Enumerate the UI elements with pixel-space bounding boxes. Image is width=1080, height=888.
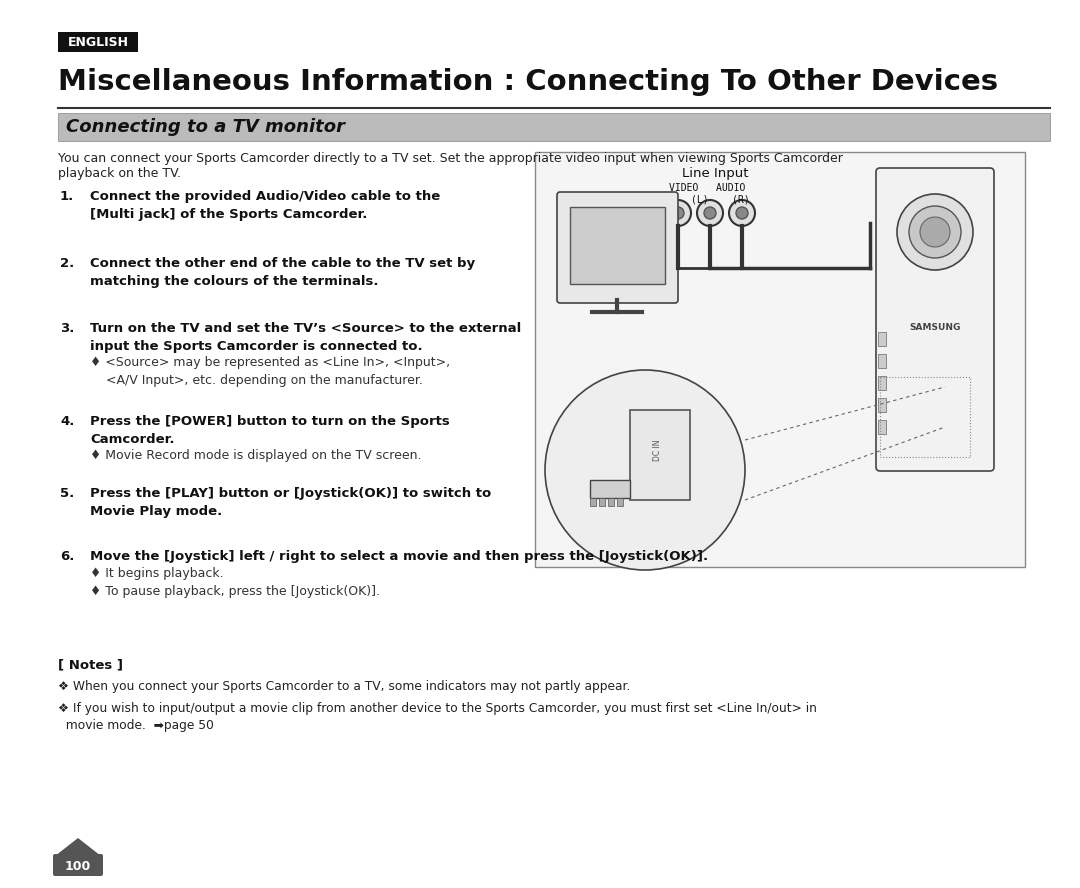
Bar <box>608 498 615 506</box>
Text: Connecting to a TV monitor: Connecting to a TV monitor <box>66 118 345 136</box>
Bar <box>630 410 690 500</box>
Text: 100: 100 <box>65 860 91 873</box>
Text: 5.: 5. <box>60 487 75 500</box>
FancyArrow shape <box>55 838 102 874</box>
Text: ENGLISH: ENGLISH <box>67 36 129 49</box>
Text: Turn on the TV and set the TV’s <Source> to the external
input the Sports Camcor: Turn on the TV and set the TV’s <Source>… <box>90 322 522 353</box>
Text: 1.: 1. <box>60 190 75 203</box>
Text: 6.: 6. <box>60 550 75 563</box>
Bar <box>880 377 970 457</box>
Bar <box>878 420 886 434</box>
Circle shape <box>665 200 691 226</box>
Text: [ Notes ]: [ Notes ] <box>58 658 123 671</box>
Circle shape <box>920 217 950 247</box>
Circle shape <box>729 200 755 226</box>
Circle shape <box>735 207 748 219</box>
Text: 4.: 4. <box>60 415 75 428</box>
Text: DC IN: DC IN <box>652 440 661 461</box>
Bar <box>570 207 665 284</box>
Text: Move the [Joystick] left / right to select a movie and then press the [Joystick(: Move the [Joystick] left / right to sele… <box>90 550 708 563</box>
Bar <box>590 480 630 498</box>
Bar <box>599 498 605 506</box>
Text: ❖ When you connect your Sports Camcorder to a TV, some indicators may not partly: ❖ When you connect your Sports Camcorder… <box>58 680 631 693</box>
FancyBboxPatch shape <box>557 192 678 303</box>
Bar <box>878 376 886 390</box>
Text: ❖ If you wish to input/output a movie clip from another device to the Sports Cam: ❖ If you wish to input/output a movie cl… <box>58 702 816 732</box>
Circle shape <box>897 194 973 270</box>
Text: ♦ <Source> may be represented as <Line In>, <Input>,
    <A/V Input>, etc. depen: ♦ <Source> may be represented as <Line I… <box>90 356 450 387</box>
Circle shape <box>909 206 961 258</box>
Circle shape <box>697 200 723 226</box>
Text: Press the [POWER] button to turn on the Sports
Camcorder.: Press the [POWER] button to turn on the … <box>90 415 449 446</box>
Circle shape <box>672 207 684 219</box>
Text: playback on the TV.: playback on the TV. <box>58 167 181 180</box>
Circle shape <box>545 370 745 570</box>
Text: 2.: 2. <box>60 257 75 270</box>
Bar <box>58 113 1050 141</box>
Text: ♦ Movie Record mode is displayed on the TV screen.: ♦ Movie Record mode is displayed on the … <box>90 449 421 462</box>
Text: Connect the provided Audio/Video cable to the
[Multi jack] of the Sports Camcord: Connect the provided Audio/Video cable t… <box>90 190 441 221</box>
Bar <box>58 32 138 52</box>
Text: Line Input: Line Input <box>681 167 748 180</box>
FancyBboxPatch shape <box>53 854 103 876</box>
Text: VIDEO   AUDIO: VIDEO AUDIO <box>669 183 745 193</box>
Text: ♦ It begins playback.
♦ To pause playback, press the [Joystick(OK)].: ♦ It begins playback. ♦ To pause playbac… <box>90 567 380 598</box>
Text: You can connect your Sports Camcorder directly to a TV set. Set the appropriate : You can connect your Sports Camcorder di… <box>58 152 842 165</box>
Text: SAMSUNG: SAMSUNG <box>909 322 961 331</box>
Bar <box>878 354 886 368</box>
Circle shape <box>704 207 716 219</box>
Text: Miscellaneous Information : Connecting To Other Devices: Miscellaneous Information : Connecting T… <box>58 68 998 96</box>
Text: Press the [PLAY] button or [Joystick(OK)] to switch to
Movie Play mode.: Press the [PLAY] button or [Joystick(OK)… <box>90 487 491 518</box>
Text: 3.: 3. <box>60 322 75 335</box>
Text: (L)    (R): (L) (R) <box>690 194 750 204</box>
Text: Connect the other end of the cable to the TV set by
matching the colours of the : Connect the other end of the cable to th… <box>90 257 475 288</box>
Bar <box>878 332 886 346</box>
Bar <box>878 398 886 412</box>
Bar <box>617 498 623 506</box>
Bar <box>590 498 596 506</box>
Bar <box>535 152 1025 567</box>
FancyBboxPatch shape <box>876 168 994 471</box>
